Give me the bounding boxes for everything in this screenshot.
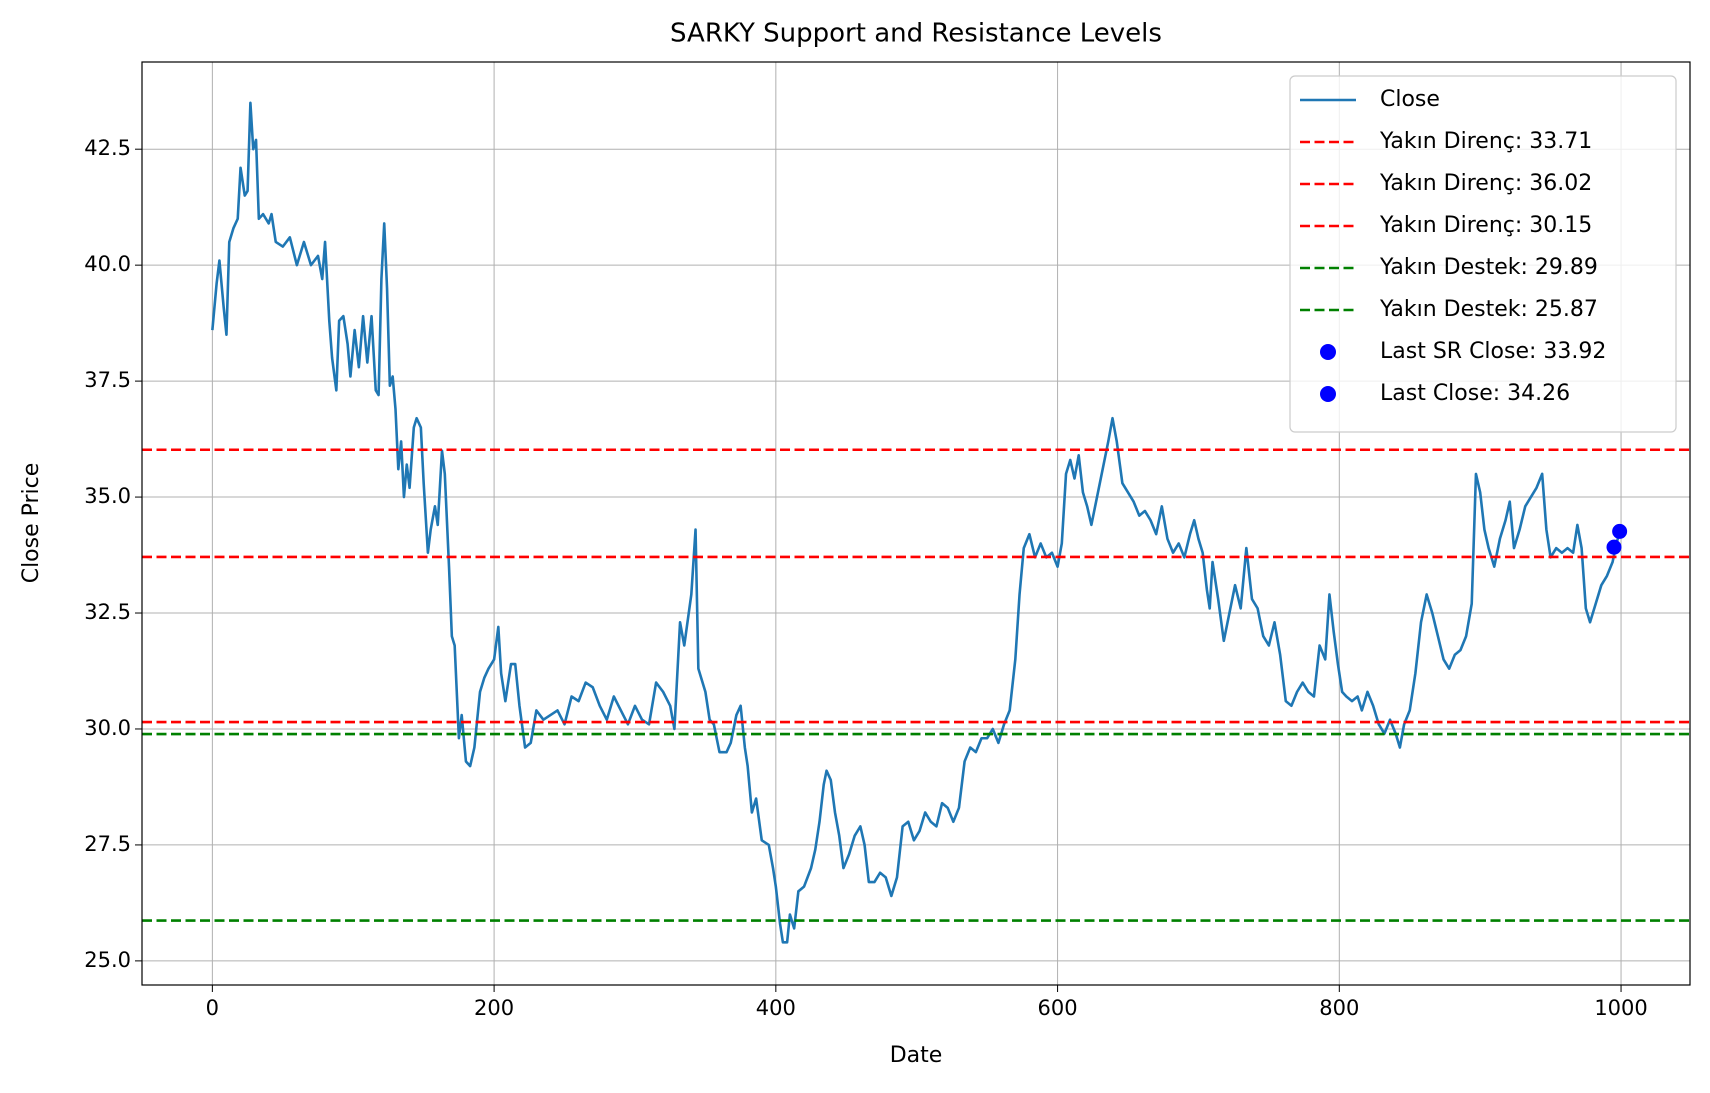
- y-tick-label: 27.5: [84, 832, 131, 856]
- data-line: [211, 101, 1621, 944]
- y-axis-label: Close Price: [19, 463, 44, 584]
- legend-label: Yakın Direnç: 36.02: [1379, 171, 1592, 196]
- x-tick-label: 1000: [1594, 996, 1647, 1020]
- chart-title: SARKY Support and Resistance Levels: [670, 19, 1162, 49]
- point-marker: [1612, 523, 1628, 539]
- x-tick-label: 0: [206, 996, 219, 1020]
- legend-label: Close: [1380, 87, 1440, 112]
- x-axis-label: Date: [890, 1043, 943, 1068]
- y-tick-label: 40.0: [84, 252, 131, 276]
- x-tick-label: 200: [474, 996, 514, 1020]
- y-tick-label: 35.0: [84, 484, 131, 508]
- legend-label: Yakın Destek: 29.89: [1379, 255, 1598, 280]
- legend-label: Yakın Direnç: 30.15: [1379, 213, 1592, 238]
- x-tick-label: 600: [1038, 996, 1078, 1020]
- legend-marker: [1320, 386, 1336, 402]
- legend-label: Last Close: 34.26: [1380, 381, 1570, 406]
- plot-frame: [141, 61, 1691, 986]
- y-tick-label: 32.5: [84, 600, 131, 624]
- x-tick-label: 400: [756, 996, 796, 1020]
- point-marker: [1606, 539, 1622, 555]
- legend-marker: [1320, 344, 1336, 360]
- legend-label: Yakın Direnç: 33.71: [1379, 129, 1592, 154]
- y-tick-label: 25.0: [84, 948, 131, 972]
- legend-label: Yakın Destek: 25.87: [1379, 297, 1598, 322]
- y-tick-label: 30.0: [84, 716, 131, 740]
- x-tick-label: 800: [1319, 996, 1359, 1020]
- y-tick-label: 42.5: [84, 136, 131, 160]
- legend-box: [1289, 75, 1677, 433]
- legend-label: Last SR Close: 33.92: [1380, 339, 1606, 364]
- y-tick-label: 37.5: [84, 368, 131, 392]
